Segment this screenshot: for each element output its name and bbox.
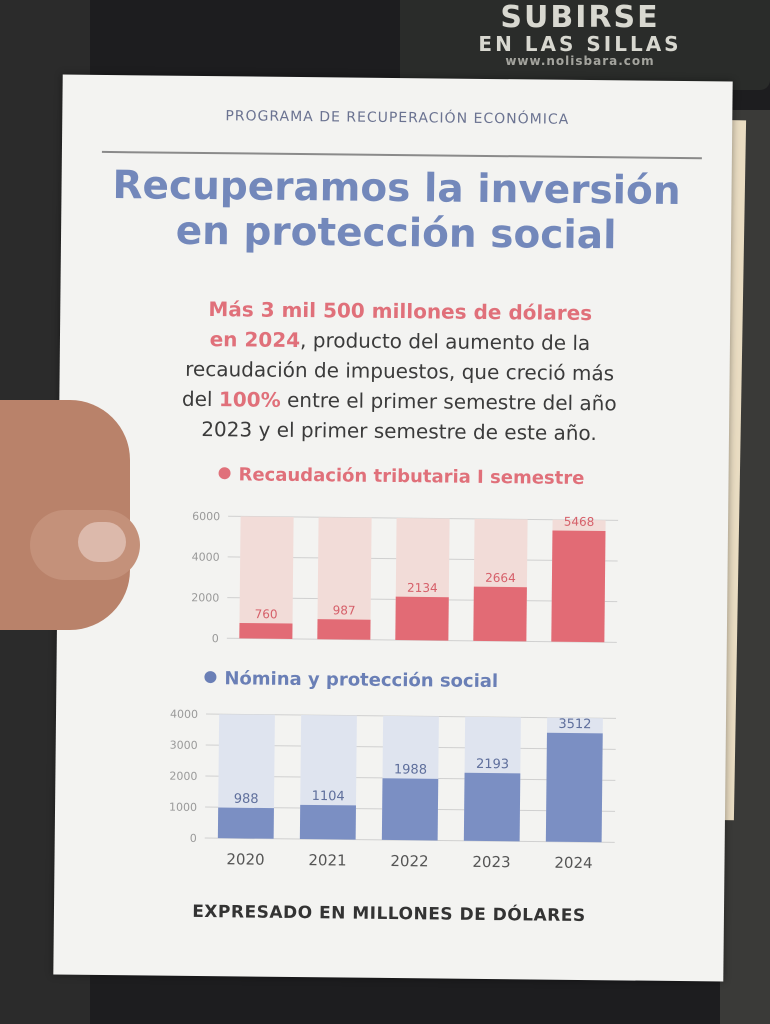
x-tick-label: 2020	[226, 850, 264, 868]
sign-line-2: EN LAS SILLAS	[478, 31, 682, 56]
page-title: Recuperamos la inversión en protección s…	[61, 163, 732, 260]
chart-2-title-text: Nómina y protección social	[224, 668, 499, 693]
data-label: 760	[255, 607, 278, 621]
y-tick-label: 2000	[169, 770, 197, 783]
highlight-year: en 2024	[209, 327, 301, 353]
bar	[317, 619, 371, 640]
data-label: 1988	[394, 762, 427, 777]
bar	[395, 596, 449, 641]
kicker: PROGRAMA DE RECUPERACIÓN ECONÓMICA	[225, 108, 570, 128]
bar-background	[317, 517, 372, 640]
bar-background	[217, 714, 275, 839]
bar	[463, 772, 521, 842]
bar	[545, 732, 603, 843]
title-line-1: Recuperamos la inversión	[112, 163, 681, 214]
data-label: 1104	[312, 789, 345, 804]
paragraph-text-3a: del	[181, 386, 220, 412]
bar-background	[239, 516, 294, 639]
intro-paragraph: Más 3 mil 500 millones de dólares en 202…	[119, 293, 681, 449]
title-line-2: en protección social	[175, 208, 617, 259]
bar	[299, 804, 356, 840]
highlight-percent: 100%	[218, 387, 281, 412]
footer-note: EXPRESADO EN MILLONES DE DÓLARES	[192, 901, 586, 927]
chart-payroll-social: 0 1000 2000 3000 4000 988 2020 1104 2021 1988 2022…	[169, 708, 617, 872]
data-label: 988	[234, 792, 259, 807]
y-tick-label: 0	[190, 832, 197, 845]
y-tick-label: 1000	[169, 801, 197, 814]
sign-line-1: SUBIRSE	[500, 0, 660, 35]
flyer: PROGRAMA DE RECUPERACIÓN ECONÓMICA Recup…	[53, 74, 733, 982]
paragraph-text-3b: entre el primer semestre del año	[280, 387, 617, 416]
chart-2-legend-dot	[204, 671, 217, 684]
sign-line-3: www.nolisbara.com	[505, 53, 655, 68]
bar	[381, 778, 439, 841]
data-label: 5468	[564, 515, 595, 529]
chart-1-title: Recaudación tributaria I semestre	[218, 464, 584, 489]
y-tick-label: 0	[212, 632, 219, 645]
y-tick-label: 6000	[192, 510, 220, 523]
chart-1-legend-dot	[218, 467, 231, 480]
data-label: 2134	[407, 581, 438, 595]
x-tick-label: 2022	[390, 852, 428, 870]
y-tick-label: 3000	[170, 739, 198, 752]
y-tick-label: 4000	[170, 708, 198, 721]
y-tick-label: 2000	[191, 591, 219, 604]
paragraph-text-4: 2023 y el primer semestre de este año.	[201, 416, 597, 446]
data-label: 2664	[485, 571, 516, 585]
chart-tax-revenue: 0 2000 4000 6000 760 987 2134 2664 5468	[191, 510, 619, 645]
bar	[473, 586, 527, 642]
data-label: 987	[333, 603, 356, 617]
bar	[217, 807, 274, 839]
chart-1-title-text: Recaudación tributaria I semestre	[238, 464, 585, 490]
x-tick-label: 2023	[472, 853, 510, 871]
bar	[239, 622, 293, 639]
bar	[551, 530, 606, 643]
chart-2-title: Nómina y protección social	[204, 668, 498, 692]
y-tick-label: 4000	[192, 551, 220, 564]
x-tick-label: 2024	[554, 854, 592, 872]
paragraph-text-1: , producto del aumento de la	[299, 328, 591, 356]
x-tick-label: 2021	[308, 851, 346, 869]
highlight-amount: Más 3 mil 500 millones de dólares	[208, 297, 593, 326]
background-sign: SUBIRSE EN LAS SILLAS www.nolisbara.com	[400, 0, 770, 90]
thumbnail	[78, 522, 126, 562]
data-label: 3512	[558, 717, 591, 732]
divider	[101, 150, 702, 160]
data-label: 2193	[476, 757, 509, 772]
